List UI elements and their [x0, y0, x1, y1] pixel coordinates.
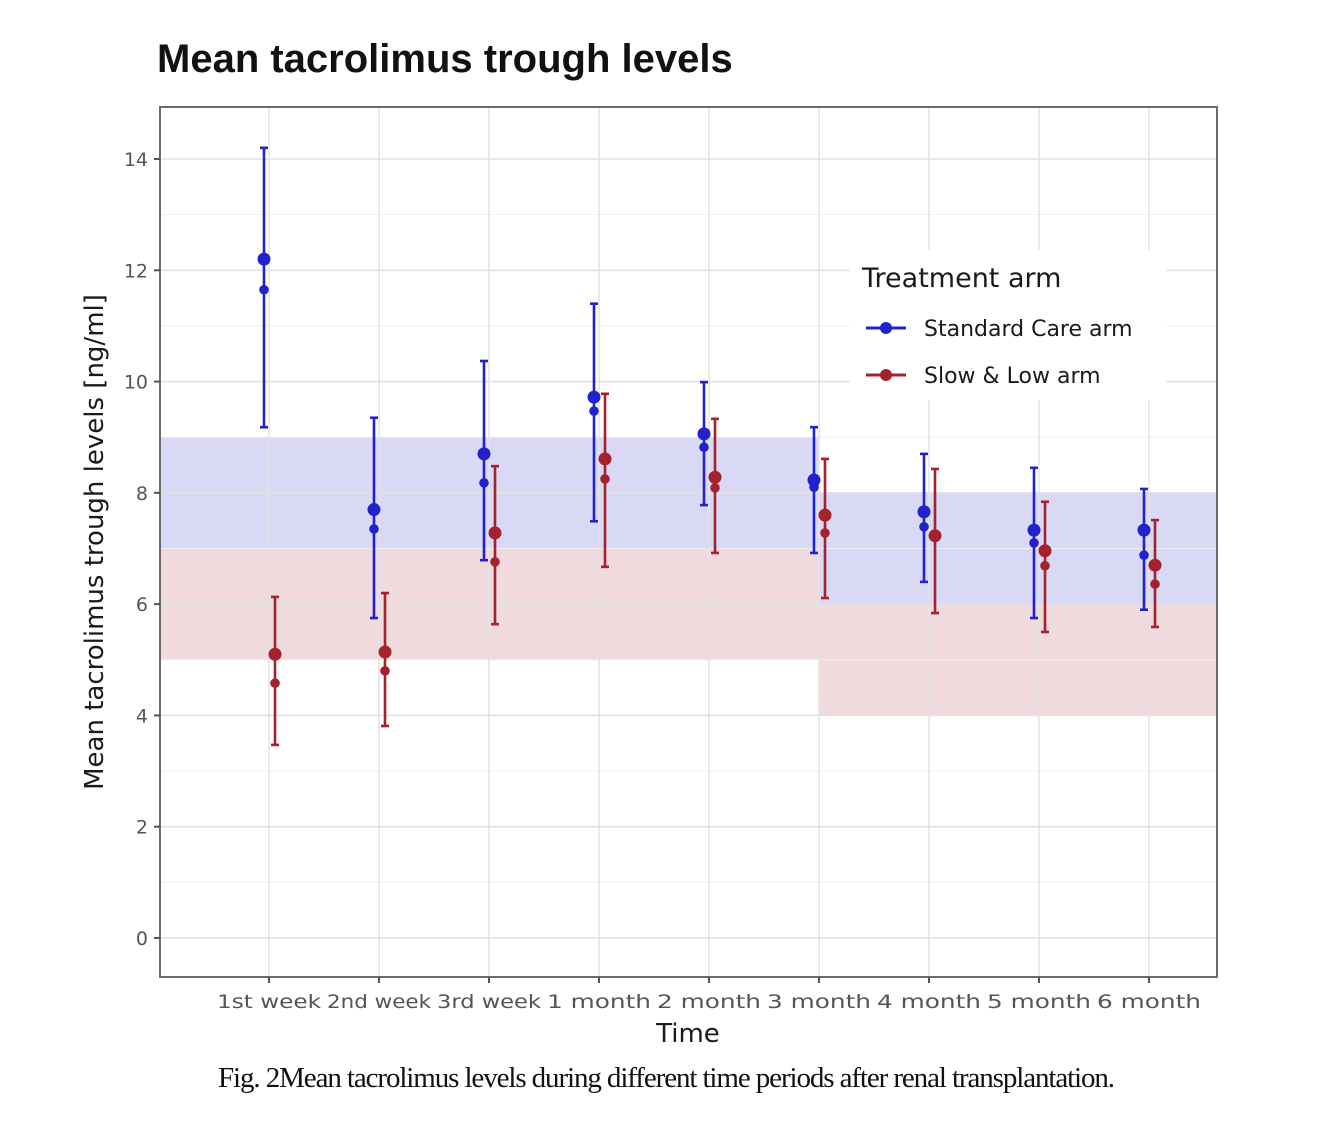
errorbar-group-slow-low	[708, 417, 722, 555]
legend-label-slow-low: Slow & Low arm	[924, 364, 1101, 389]
mean-point	[697, 427, 711, 441]
legend-title: Treatment arm	[861, 263, 1061, 294]
legend-item-standard-care: Standard Care arm	[866, 317, 1133, 342]
errorbar-group-slow-low	[378, 591, 392, 728]
x-axis: 1st week 2nd week 3rd week 1 month 2 month 3 …	[217, 977, 1201, 1013]
median-point	[919, 521, 929, 532]
legend-point-standard-care	[880, 322, 892, 334]
chart: Mean tacrolimus trough levels 0 2 4 6 8 10 12 1…	[80, 37, 1218, 1049]
median-point	[1040, 560, 1050, 571]
data-marks	[257, 146, 1162, 747]
errorbar-group-standard-care	[917, 452, 931, 584]
median-point	[589, 406, 599, 416]
y-tick-label: 8	[136, 483, 148, 505]
errorbar-group-slow-low	[1148, 518, 1162, 629]
errorbar-group-slow-low	[818, 457, 832, 600]
mean-point	[807, 473, 821, 487]
mean-point	[1137, 523, 1151, 537]
median-point	[270, 678, 280, 688]
x-tick-label: 5 month	[987, 991, 1091, 1013]
mean-point	[257, 252, 271, 266]
median-point	[1150, 579, 1160, 589]
x-tick-label: 3 month	[767, 991, 871, 1013]
errorbar-group-slow-low	[598, 392, 612, 569]
x-tick-label: 3rd week	[437, 991, 541, 1013]
errorbar-group-standard-care	[257, 146, 271, 429]
x-axis-title: Time	[655, 1019, 720, 1049]
median-point	[699, 442, 709, 453]
median-point	[380, 666, 390, 676]
y-tick-label: 2	[136, 817, 148, 839]
legend-point-slow-low	[880, 369, 892, 381]
mean-point	[928, 529, 942, 543]
errorbar-group-slow-low	[1038, 500, 1052, 634]
median-point	[1139, 550, 1149, 560]
x-tick-label: 1st week	[217, 991, 321, 1013]
y-axis: 0 2 4 6 8 10 12 14	[124, 149, 160, 950]
median-point	[479, 478, 489, 488]
y-tick-label: 10	[124, 372, 148, 394]
errorbar-group-standard-care	[807, 425, 821, 555]
y-tick-label: 12	[124, 260, 148, 282]
median-point	[1029, 538, 1039, 548]
errorbar-group-slow-low	[928, 467, 942, 615]
median-point	[490, 557, 500, 567]
mean-point	[708, 470, 722, 484]
mean-point	[477, 447, 491, 461]
median-point	[710, 483, 720, 493]
mean-point	[378, 645, 392, 659]
median-point	[259, 284, 269, 295]
plot-border	[159, 106, 1218, 978]
legend-label-standard-care: Standard Care arm	[924, 317, 1133, 342]
y-tick-label: 0	[136, 928, 148, 950]
errorbar-group-standard-care	[367, 416, 381, 620]
legend-item-slow-low: Slow & Low arm	[866, 364, 1101, 389]
errorbar-group-standard-care	[1137, 487, 1151, 612]
mean-point	[1027, 523, 1041, 537]
mean-point	[818, 508, 832, 522]
mean-point	[1038, 544, 1052, 558]
y-tick-label: 6	[136, 594, 148, 616]
mean-point	[598, 452, 612, 466]
median-point	[820, 528, 830, 538]
x-tick-label: 1 month	[547, 991, 651, 1013]
y-axis-title: Mean tacrolimus trough levels [ng/ml]	[80, 294, 110, 790]
mean-point	[268, 647, 282, 661]
errorbar-group-slow-low	[268, 595, 282, 747]
y-tick-label: 4	[136, 705, 148, 727]
figure-caption: Fig. 2Mean tacrolimus levels during diff…	[218, 1062, 1115, 1094]
y-tick-label: 14	[124, 149, 148, 171]
x-tick-label: 6 month	[1097, 991, 1201, 1013]
chart-title: Mean tacrolimus trough levels	[157, 37, 733, 81]
x-tick-label: 4 month	[877, 991, 981, 1013]
errorbar-group-standard-care	[587, 302, 601, 523]
errorbar-group-standard-care	[697, 380, 711, 507]
mean-point	[587, 390, 601, 404]
mean-point	[488, 526, 502, 540]
mean-point	[917, 505, 931, 519]
median-point	[369, 524, 379, 534]
errorbar-group-slow-low	[488, 464, 502, 626]
target-bands	[160, 437, 1217, 716]
legend: Treatment arm Standard Care arm Slow & L…	[850, 250, 1166, 400]
x-tick-label: 2nd week	[327, 991, 431, 1013]
median-point	[600, 474, 610, 484]
mean-point	[367, 503, 381, 517]
x-tick-label: 2 month	[657, 991, 761, 1013]
errorbar-group-standard-care	[1027, 466, 1041, 620]
mean-point	[1148, 558, 1162, 572]
errorbar-group-standard-care	[477, 359, 491, 562]
